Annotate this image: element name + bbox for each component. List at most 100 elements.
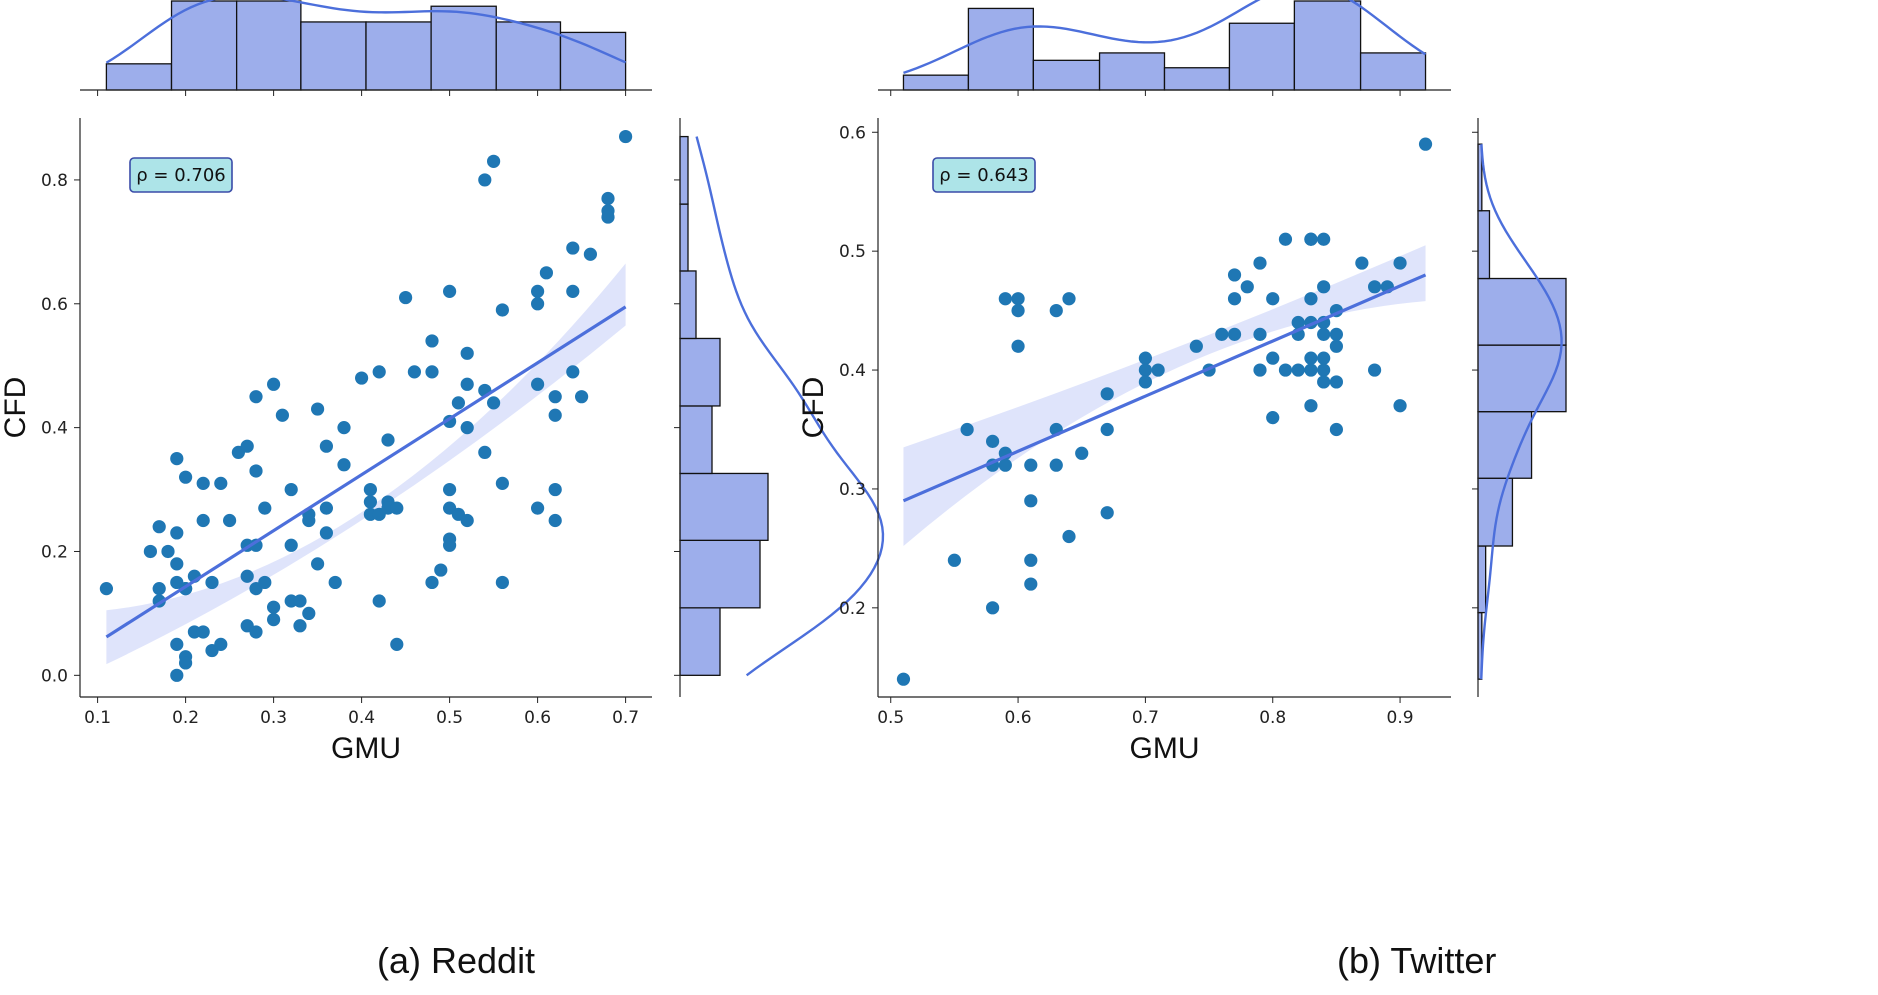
data-point [1393,399,1407,413]
data-point [1304,399,1318,413]
data-point [1317,232,1331,246]
right-kde-curve [695,136,885,677]
data-point [1329,327,1343,341]
data-point [1317,327,1331,341]
data-point [478,173,492,187]
right-hist-bar [679,270,697,340]
data-point [531,284,545,298]
data-point [372,594,386,608]
annotation-box [129,157,233,193]
data-point [143,544,157,559]
data-point [947,553,962,567]
data-point [1304,363,1318,377]
annotation-text: ρ = 0.706 [136,165,225,186]
data-point [1024,577,1038,591]
y-tick-label: 0.0 [41,666,68,686]
data-point [425,365,439,379]
data-point [196,476,210,490]
data-point [495,476,509,490]
top-hist-bar [430,5,497,91]
right-hist-bar [1477,545,1487,614]
y-tick-label: 0.6 [41,295,68,315]
right-hist-bar [679,135,689,205]
data-point [1317,363,1331,377]
right-hist-bar [679,607,721,676]
data-point [998,292,1012,306]
right-hist-bar [1477,477,1514,547]
data-point [1062,529,1076,544]
data-point [1024,458,1038,472]
data-point [1266,411,1280,425]
data-point [258,575,272,590]
data-point [196,513,210,528]
data-point [1253,363,1267,377]
regression-line [902,273,1427,503]
y-axis-label: CFD [797,377,830,439]
panel-twitter: 0.5 0.6 0.7 0.8 0.9 0.2 0.3 0.4 0.5 0.6 GMU CFD ρ = … [797,0,1567,765]
right-hist-bar [679,539,761,609]
x-tick-label: 0.3 [260,708,287,728]
x-tick-label: 0.7 [1132,708,1159,728]
data-point [1266,351,1280,365]
data-point [1138,351,1152,365]
x-axis-label: GMU [331,732,401,765]
data-point [196,625,210,639]
data-point [302,606,316,621]
data-point [1100,387,1114,401]
data-point [337,421,351,435]
top-kde-curve [903,0,1427,75]
top-hist-bar [495,21,562,91]
right-hist-bar [679,337,721,407]
data-point [372,365,386,379]
data-point [1304,232,1318,246]
x-tick-label: 0.7 [612,708,639,728]
top-hist-bar [967,7,1034,91]
data-point [548,513,562,528]
data-point [986,434,1000,448]
data-point [1329,375,1343,389]
top-hist-bar [1032,59,1101,91]
y-tick-label: 0.3 [839,480,866,500]
data-point [319,526,333,540]
data-point [619,129,633,144]
regression-line [105,305,627,639]
data-point [1189,339,1203,353]
data-point [1253,327,1267,341]
caption-reddit: (a) Reddit [377,940,536,981]
data-point [443,482,457,497]
data-point [487,396,501,410]
data-point [495,575,509,590]
data-point [170,526,184,540]
data-point [1240,280,1254,294]
data-point [1368,280,1382,294]
y-tick-label: 0.8 [41,171,68,191]
data-point [1011,304,1025,318]
data-point [337,458,351,472]
y-tick-label: 0.2 [41,542,68,562]
data-point [998,458,1012,472]
x-tick-label: 0.9 [1387,708,1414,728]
data-point [548,408,562,422]
data-point [319,439,333,453]
data-point [531,377,545,391]
data-point [1278,232,1293,246]
data-point [1329,339,1343,353]
data-point [1227,268,1242,282]
top-hist-bar [365,21,432,91]
data-point [293,594,307,608]
data-point [896,672,911,686]
data-point [363,482,377,497]
data-point [451,396,465,410]
data-point [1317,375,1331,389]
data-point [390,501,404,515]
x-tick-label: 0.5 [877,708,904,728]
data-point [249,464,263,478]
data-point [1227,327,1242,341]
data-point [1266,292,1280,306]
x-tick-label: 0.6 [524,708,551,728]
top-hist-bar [559,31,627,91]
data-point [548,390,562,404]
data-point [214,637,228,651]
data-point [363,495,377,509]
x-tick-label: 0.6 [1005,708,1032,728]
